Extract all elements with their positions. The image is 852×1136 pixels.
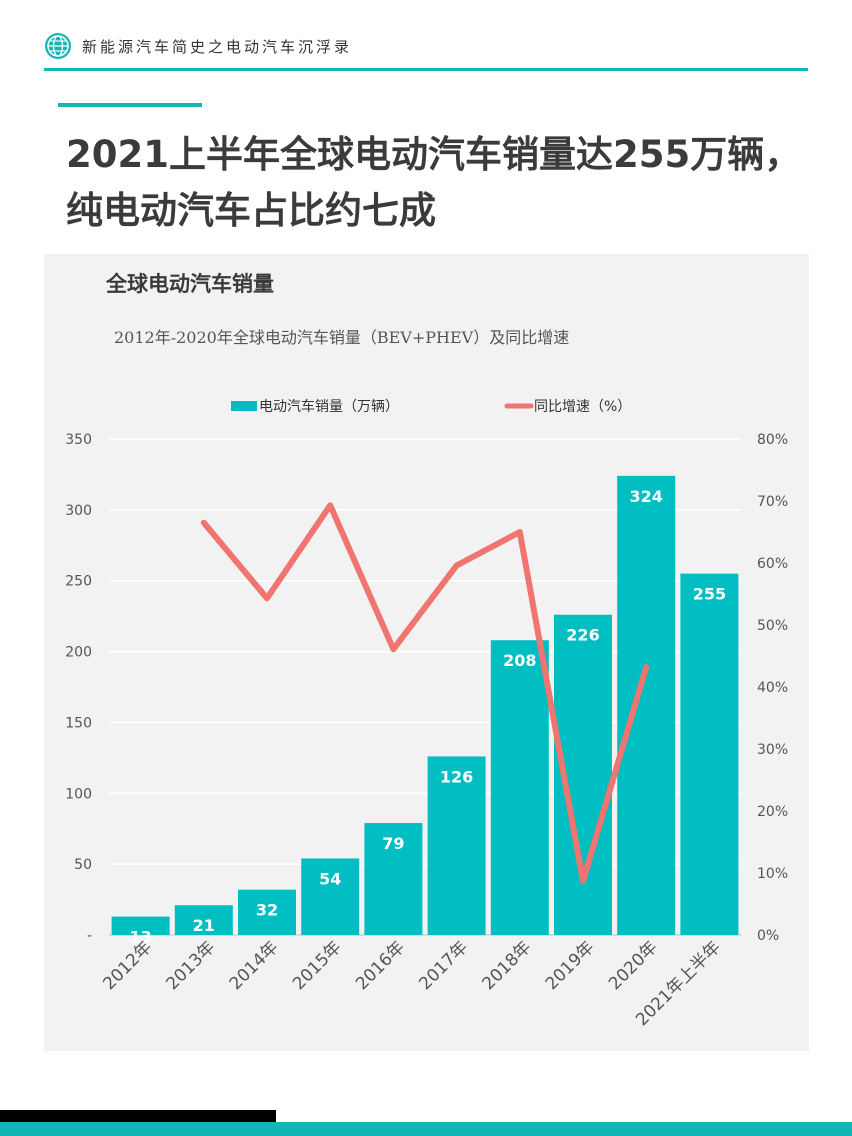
bar-value-label: 32 (256, 901, 278, 920)
chart-title: 2012年-2020年全球电动汽车销量（BEV+PHEV）及同比增速 (114, 328, 570, 347)
page-title-line2: 纯电动汽车占比约七成 (66, 189, 436, 232)
x-tick-label: 2015年 (289, 937, 346, 994)
bar-value-label: 126 (440, 767, 473, 786)
y-right-tick-label: 0% (757, 928, 779, 944)
y-right-tick-label: 70% (757, 494, 788, 510)
bar-value-label: 13 (129, 928, 151, 947)
y-left-tick-label: 300 (65, 503, 92, 519)
y-right-tick-label: 40% (757, 680, 788, 696)
bar-value-label: 226 (566, 626, 599, 645)
bar (301, 858, 360, 935)
globe-icon (45, 33, 71, 59)
x-tick-label: 2019年 (542, 937, 599, 994)
x-tick-label: 2014年 (226, 937, 283, 994)
legend-swatch-bar (231, 401, 257, 411)
y-right-tick-label: 10% (757, 866, 788, 882)
chart-heading: 全球电动汽车销量 (106, 272, 274, 296)
y-left-tick-label: 150 (65, 715, 92, 731)
title-accent-rule (58, 103, 202, 107)
y-left-tick-label: 50 (74, 857, 92, 873)
y-right-tick-label: 50% (757, 618, 788, 634)
bar (111, 916, 170, 935)
x-tick-label: 2012年 (99, 937, 156, 994)
y-right-tick-label: 60% (757, 556, 788, 572)
y-left-tick-label: - (87, 928, 92, 944)
bar-value-label: 21 (193, 916, 215, 935)
y-left-tick-label: 250 (65, 574, 92, 590)
y-right-tick-label: 30% (757, 742, 788, 758)
bar-value-label: 208 (503, 651, 536, 670)
bar (617, 475, 676, 935)
legend-label-line: 同比增速（%） (534, 399, 631, 415)
growth-rate-line (200, 502, 650, 885)
y-left-tick-label: 200 (65, 645, 92, 661)
x-tick-label: 2018年 (479, 937, 536, 994)
y-right-tick-label: 80% (757, 432, 788, 448)
page-title-line1: 2021上半年全球电动汽车销量达255万辆， (66, 133, 802, 176)
y-right-tick-label: 20% (757, 804, 788, 820)
bar (238, 889, 296, 935)
bar (490, 640, 549, 935)
footer-bar-teal (0, 1122, 852, 1136)
bar (174, 905, 233, 935)
page-header: 新能源汽车简史之电动汽车沉浮录 (44, 30, 808, 66)
bar-value-label: 54 (319, 869, 341, 888)
bar-value-label: 79 (382, 834, 404, 853)
bar-value-label: 255 (693, 585, 726, 604)
x-tick-label: 2017年 (415, 937, 472, 994)
bar-value-label: 324 (629, 487, 662, 506)
x-tick-label: 2016年 (352, 937, 409, 994)
header-divider (44, 68, 808, 71)
legend-label-bar: 电动汽车销量（万辆） (259, 398, 399, 415)
x-tick-label: 2013年 (163, 937, 220, 994)
y-left-tick-label: 350 (65, 432, 92, 448)
bar (427, 756, 486, 935)
header-text: 新能源汽车简史之电动汽车沉浮录 (82, 38, 353, 56)
page-title: 2021上半年全球电动汽车销量达255万辆， 纯电动汽车占比约七成 (66, 127, 826, 239)
footer-bar-dark (0, 1110, 276, 1122)
y-left-tick-label: 100 (65, 786, 92, 802)
bar (680, 573, 739, 935)
x-tick-label: 2020年 (605, 937, 662, 994)
chart-legend: 电动汽车销量（万辆） 同比增速（%） (231, 398, 631, 415)
bar (364, 823, 423, 935)
